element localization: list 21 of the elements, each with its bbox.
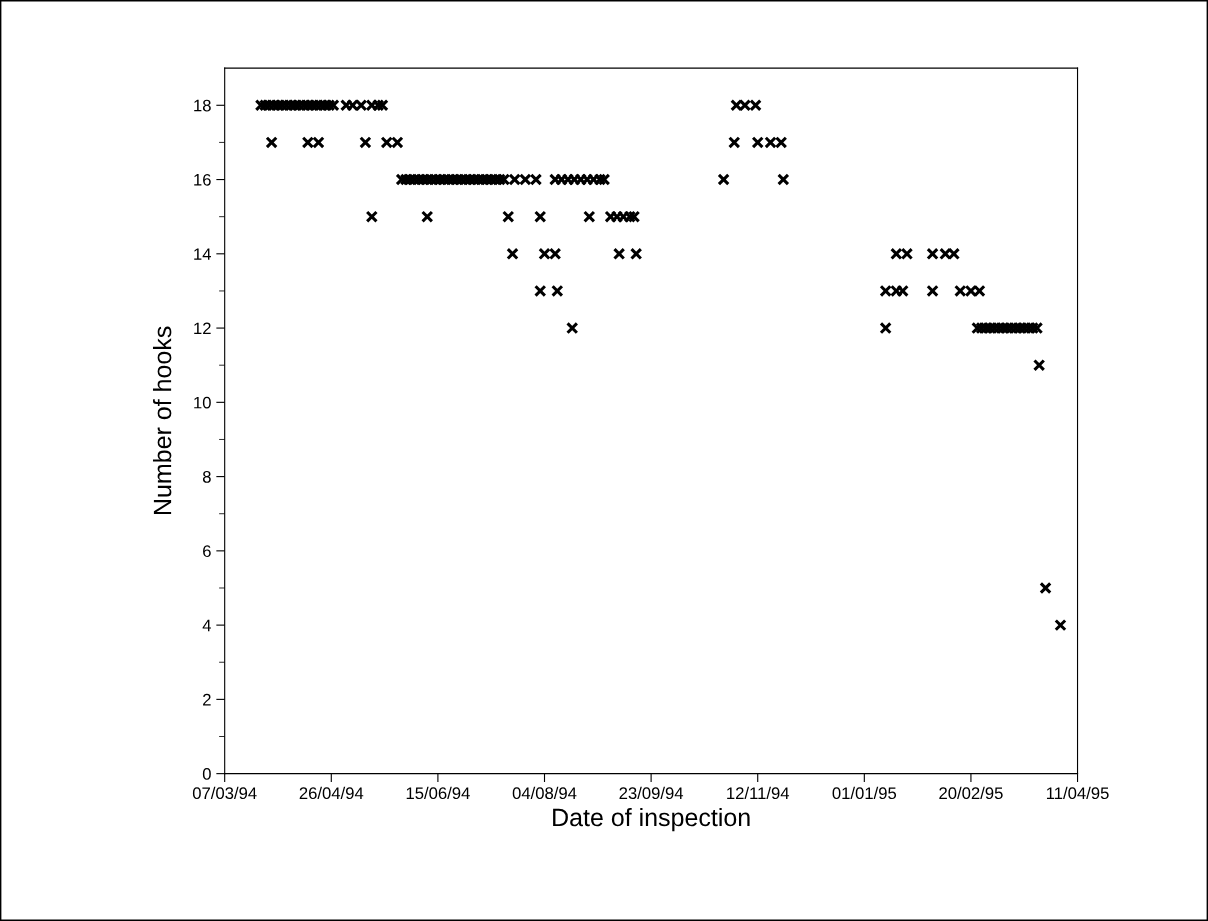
x-tick-label: 11/04/95 xyxy=(1046,786,1109,800)
y-tick-label: 2 xyxy=(203,693,211,706)
y-tick-label: 4 xyxy=(202,619,212,632)
y-tick-label: 18 xyxy=(194,99,211,112)
x-tick-label: 12/11/94 xyxy=(727,786,790,800)
x-tick-label: 23/09/94 xyxy=(619,786,684,800)
y-tick-label: 16 xyxy=(194,173,211,186)
y-tick-label: 0 xyxy=(202,768,211,780)
x-tick-label: 01/01/95 xyxy=(832,786,897,800)
y-tick-label: 10 xyxy=(194,396,211,409)
y-tick-label: 14 xyxy=(194,248,212,260)
x-tick-label: 15/06/94 xyxy=(406,786,470,800)
x-tick-label: 07/03/94 xyxy=(192,786,257,800)
y-axis-title: Number of hooks xyxy=(152,326,172,515)
y-tick-label: 12 xyxy=(194,322,211,335)
x-tick-label: 20/02/95 xyxy=(939,786,1003,800)
x-tick-label: 26/04/94 xyxy=(299,786,364,800)
x-tick-label: 04/08/94 xyxy=(512,786,577,800)
y-tick-label: 6 xyxy=(203,545,211,558)
y-tick-label: 8 xyxy=(202,470,211,483)
x-axis-title: Date of inspection xyxy=(553,807,750,832)
